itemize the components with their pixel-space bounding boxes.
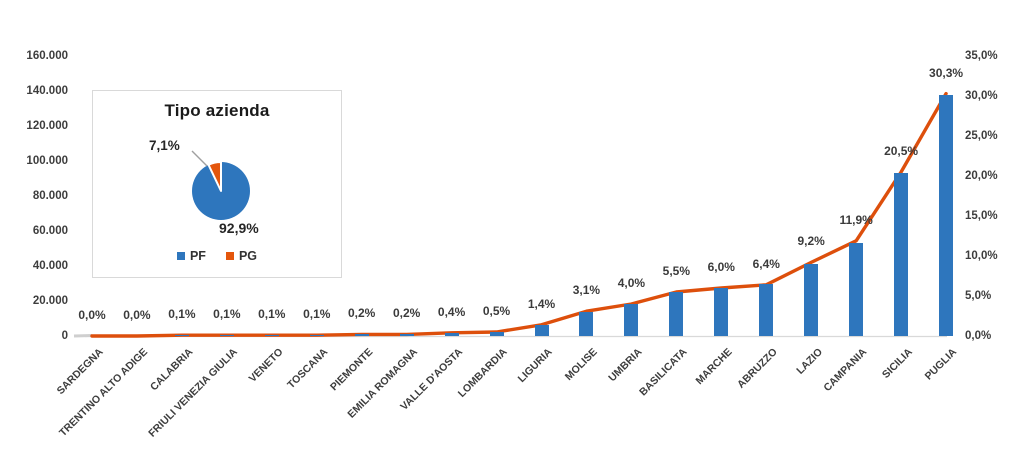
x-axis-label-piemonte: PIEMONTE <box>327 346 376 394</box>
value-label-sardegna: 0,0% <box>78 308 106 322</box>
bar-umbria <box>624 303 639 336</box>
legend-label-pg: PG <box>238 249 258 263</box>
x-axis-label-lazio: LAZIO <box>793 346 825 377</box>
bar-basilicata <box>669 292 684 336</box>
pie-inset-panel: Tipo azienda 7,1% 92,9% PF PG <box>92 90 342 278</box>
bar-emilia-romagna <box>399 334 414 336</box>
pie-label-pf: 92,9% <box>219 220 259 236</box>
value-label-basilicata: 5,5% <box>662 264 691 278</box>
bar-abruzzo <box>759 284 774 336</box>
right-axis-tick-10-0: 10,0% <box>965 250 998 262</box>
right-axis-tick-25-0: 25,0% <box>965 130 998 142</box>
bar-liguria <box>534 324 549 336</box>
value-label-valle-d-aosta: 0,4% <box>437 304 466 319</box>
bar-molise <box>579 311 594 336</box>
right-axis-tick-5-0: 5,0% <box>965 290 992 302</box>
value-label-molise: 3,1% <box>572 283 601 298</box>
x-axis-label-liguria: LIGURIA <box>515 346 555 386</box>
left-axis-tick-40-000: 40.000 <box>32 260 68 272</box>
x-axis-label-umbria: UMBRIA <box>606 346 645 385</box>
x-axis-label-puglia: PUGLIA <box>922 346 960 383</box>
value-label-liguria: 1,4% <box>527 296 556 311</box>
bar-piemonte <box>354 334 369 336</box>
x-axis-label-trentino-alto-adige: TRENTINO ALTO ADIGE <box>57 346 151 440</box>
left-axis-tick-160-000: 160.000 <box>26 50 68 62</box>
x-axis-label-toscana: TOSCANA <box>285 346 331 392</box>
right-axis-tick-35-0: 35,0% <box>965 50 998 62</box>
value-label-trentino-alto-adige: 0,0% <box>123 308 151 322</box>
bar-friuli-venezia-giulia <box>219 335 234 336</box>
pie-slice-pg <box>207 160 222 192</box>
bar-marche <box>714 287 729 336</box>
value-label-marche: 6,0% <box>707 260 735 274</box>
pie-label-pg: 7,1% <box>149 138 180 153</box>
pie-legend: PF PG <box>93 249 341 263</box>
bar-veneto <box>264 335 279 336</box>
bar-calabria <box>174 335 189 336</box>
x-axis-label-abruzzo: ABRUZZO <box>734 346 780 391</box>
left-axis-tick-20-000: 20.000 <box>32 295 68 307</box>
left-axis-tick-60-000: 60.000 <box>32 225 68 237</box>
value-label-campania: 11,9% <box>839 212 873 227</box>
bar-lazio <box>804 264 819 336</box>
value-label-puglia: 30,3% <box>929 65 964 80</box>
x-axis-label-veneto: VENETO <box>246 346 286 385</box>
bar-lombardia <box>489 331 504 336</box>
bar-toscana <box>309 335 324 336</box>
left-axis-tick-80-000: 80.000 <box>32 190 68 202</box>
value-label-lombardia: 0,5% <box>482 304 511 318</box>
right-axis-tick-30-0: 30,0% <box>965 90 998 102</box>
right-axis-tick-0-0: 0,0% <box>965 330 992 342</box>
bar-campania <box>849 243 864 336</box>
x-axis-label-calabria: CALABRIA <box>148 346 196 394</box>
value-label-friuli-venezia-giulia: 0,1% <box>213 307 241 322</box>
bar-sicilia <box>894 173 909 336</box>
legend-swatch-pf-icon <box>176 252 185 260</box>
value-label-lazio: 9,2% <box>797 234 825 249</box>
right-axis-tick-20-0: 20,0% <box>965 170 998 182</box>
pie-leader-line <box>191 150 208 167</box>
bar-puglia <box>939 94 954 336</box>
left-axis-tick-120-000: 120.000 <box>26 120 68 132</box>
value-label-sicilia: 20,5% <box>884 144 919 158</box>
value-label-abruzzo: 6,4% <box>752 256 780 271</box>
legend-item-pg: PG <box>225 249 258 263</box>
x-axis-label-molise: MOLISE <box>562 346 600 383</box>
x-axis-label-basilicata: BASILICATA <box>637 346 690 399</box>
x-axis-label-campania: CAMPANIA <box>821 346 870 394</box>
x-axis-label-marche: MARCHE <box>693 346 735 388</box>
bar-valle-d-aosta <box>444 332 459 336</box>
value-label-emilia-romagna: 0,2% <box>392 306 421 321</box>
x-axis-label-friuli-venezia-giulia: FRIULI VENEZIA GIULIA <box>146 346 241 440</box>
left-axis-tick-100-000: 100.000 <box>26 155 68 167</box>
value-label-veneto: 0,1% <box>258 307 286 322</box>
legend-swatch-pg-icon <box>225 252 234 260</box>
value-label-calabria: 0,1% <box>168 307 196 322</box>
legend-label-pf: PF <box>189 249 206 263</box>
value-label-umbria: 4,0% <box>617 276 646 290</box>
x-axis-label-sicilia: SICILIA <box>879 346 915 381</box>
left-axis-tick-140-000: 140.000 <box>26 85 68 97</box>
left-axis-tick-0: 0 <box>61 330 68 342</box>
value-label-piemonte: 0,2% <box>348 306 376 321</box>
line-lead-segment <box>73 334 93 338</box>
pie-title: Tipo azienda <box>164 101 270 120</box>
legend-item-pf: PF <box>176 249 206 263</box>
pie-chart <box>191 150 250 220</box>
value-label-toscana: 0,1% <box>303 307 331 322</box>
right-axis-tick-15-0: 15,0% <box>965 210 998 222</box>
